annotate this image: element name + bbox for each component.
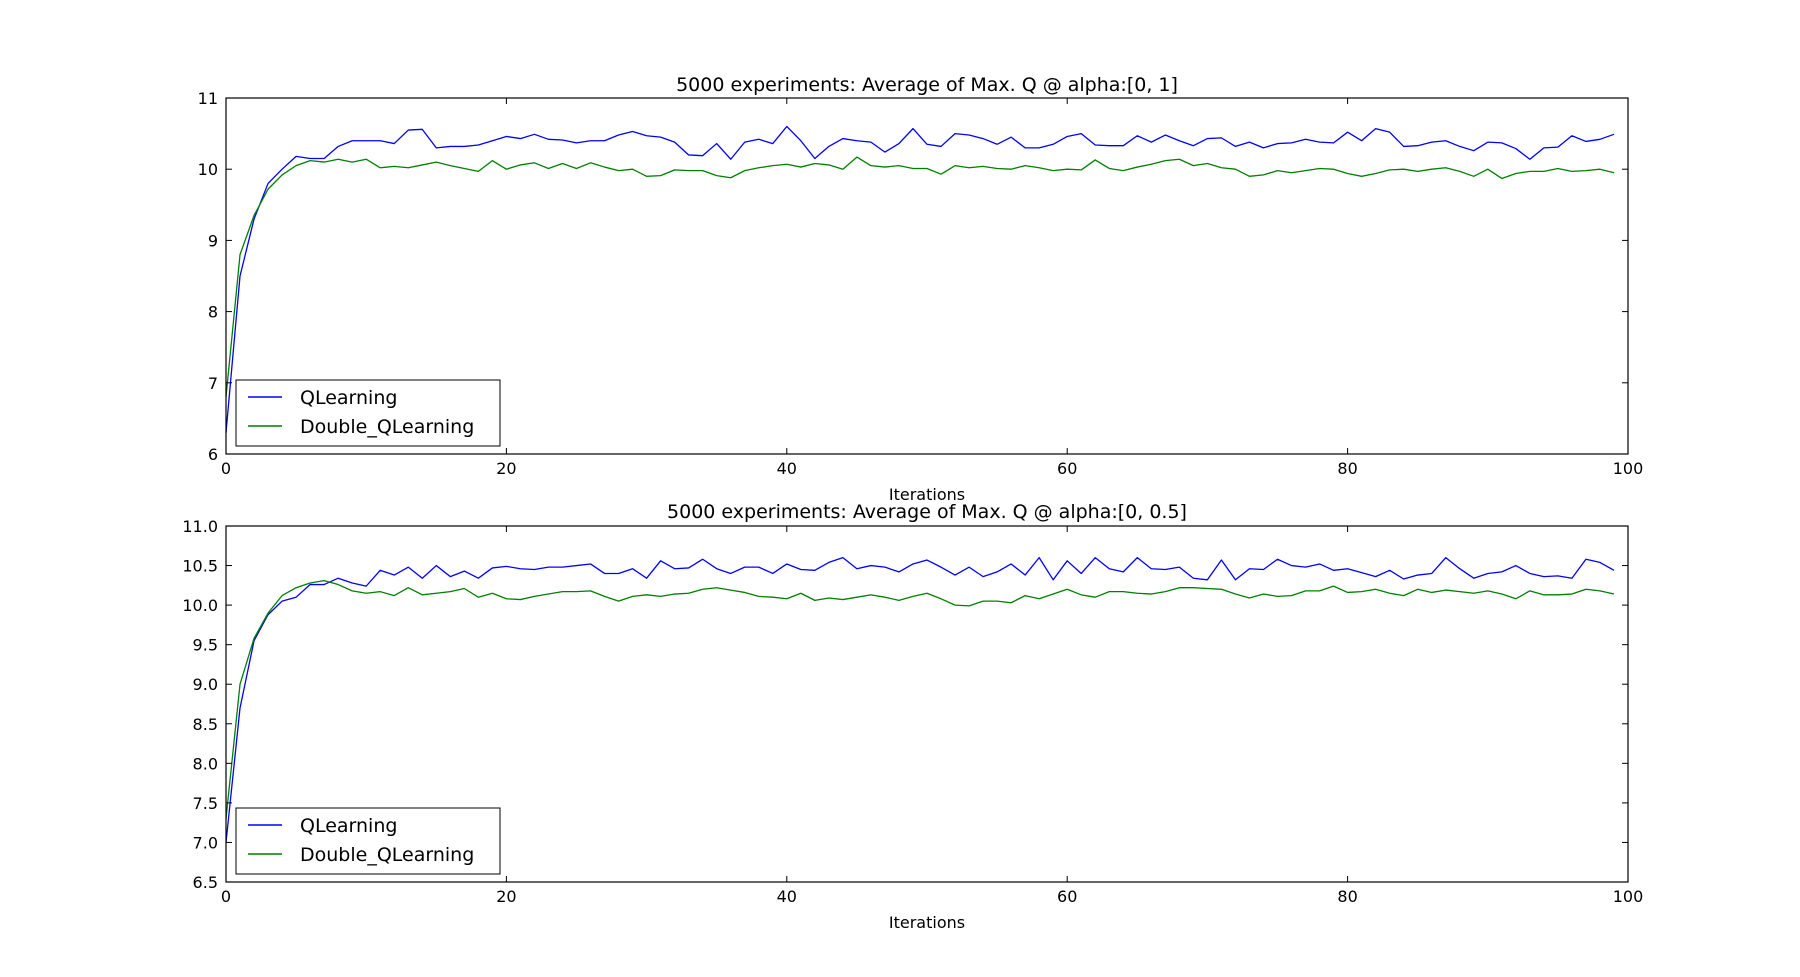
x-tick-label: 40 <box>777 459 797 478</box>
chart-panel-top: 5000 experiments: Average of Max. Q @ al… <box>198 74 1644 504</box>
y-tick-label: 6 <box>208 445 218 464</box>
y-tick-label: 8 <box>208 303 218 322</box>
x-tick-label: 100 <box>1613 887 1644 906</box>
y-tick-label: 11.0 <box>182 517 218 536</box>
y-tick-label: 7.5 <box>193 794 218 813</box>
x-tick-label: 100 <box>1613 459 1644 478</box>
y-tick-label: 10 <box>198 160 218 179</box>
y-tick-label: 7 <box>208 374 218 393</box>
legend-box <box>235 807 501 875</box>
y-tick-label: 10.5 <box>182 557 218 576</box>
x-tick-label: 0 <box>221 459 231 478</box>
y-tick-label: 8.0 <box>193 754 218 773</box>
chart-title: 5000 experiments: Average of Max. Q @ al… <box>667 501 1187 523</box>
x-axis-label: Iterations <box>889 913 965 932</box>
x-axis-label: Iterations <box>889 485 965 504</box>
x-tick-label: 40 <box>777 887 797 906</box>
chart-title: 5000 experiments: Average of Max. Q @ al… <box>676 74 1178 96</box>
x-tick-label: 0 <box>221 887 231 906</box>
y-tick-label: 10.0 <box>182 596 218 615</box>
plot-frame <box>225 525 1629 883</box>
x-tick-label: 60 <box>1057 459 1077 478</box>
plot-frame <box>225 97 1629 455</box>
y-tick-label: 11 <box>198 89 218 108</box>
x-tick-label: 80 <box>1337 459 1357 478</box>
y-tick-label: 9 <box>208 231 218 250</box>
legend-label: Double_QLearning <box>300 416 474 438</box>
legend-label: QLearning <box>300 815 397 837</box>
series-line-double-qlearning <box>225 579 1615 819</box>
series-line-qlearning <box>225 125 1615 433</box>
y-tick-label: 6.5 <box>193 873 218 892</box>
legend-label: Double_QLearning <box>300 844 474 866</box>
y-tick-label: 8.5 <box>193 715 218 734</box>
x-tick-label: 80 <box>1337 887 1357 906</box>
y-tick-label: 9.0 <box>193 675 218 694</box>
series-line-double-qlearning <box>225 156 1615 398</box>
series-line-qlearning <box>225 556 1615 843</box>
y-tick-label: 9.5 <box>193 636 218 655</box>
y-tick-label: 7.0 <box>193 833 218 852</box>
legend-label: QLearning <box>300 387 397 409</box>
legend-box <box>235 379 501 447</box>
x-tick-label: 20 <box>496 459 516 478</box>
x-tick-label: 60 <box>1057 887 1077 906</box>
x-tick-label: 20 <box>496 887 516 906</box>
chart-panel-bottom: 5000 experiments: Average of Max. Q @ al… <box>182 501 1643 932</box>
